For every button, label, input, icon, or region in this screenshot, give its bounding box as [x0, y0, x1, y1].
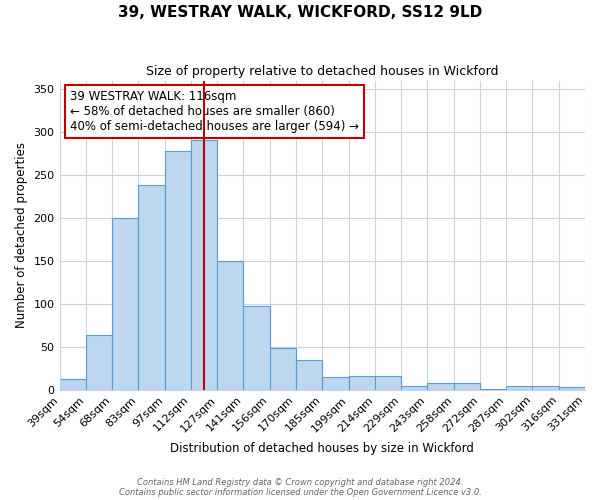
Bar	[191, 140, 217, 390]
Bar	[59, 378, 86, 390]
Bar	[532, 386, 559, 390]
Bar	[270, 348, 296, 390]
X-axis label: Distribution of detached houses by size in Wickford: Distribution of detached houses by size …	[170, 442, 474, 455]
Bar	[86, 335, 112, 390]
Bar	[244, 306, 270, 390]
Text: 39, WESTRAY WALK, WICKFORD, SS12 9LD: 39, WESTRAY WALK, WICKFORD, SS12 9LD	[118, 5, 482, 20]
Bar	[217, 261, 244, 390]
Bar	[349, 376, 375, 390]
Y-axis label: Number of detached properties: Number of detached properties	[15, 142, 28, 328]
Bar	[506, 386, 532, 390]
Bar	[139, 184, 164, 390]
Bar	[375, 376, 401, 390]
Bar	[401, 386, 427, 390]
Bar	[112, 218, 139, 390]
Text: 39 WESTRAY WALK: 116sqm
← 58% of detached houses are smaller (860)
40% of semi-d: 39 WESTRAY WALK: 116sqm ← 58% of detache…	[70, 90, 359, 133]
Title: Size of property relative to detached houses in Wickford: Size of property relative to detached ho…	[146, 65, 499, 78]
Bar	[480, 389, 506, 390]
Bar	[296, 360, 322, 390]
Bar	[322, 377, 349, 390]
Text: Contains HM Land Registry data © Crown copyright and database right 2024.
Contai: Contains HM Land Registry data © Crown c…	[119, 478, 481, 497]
Bar	[164, 151, 191, 390]
Bar	[559, 387, 585, 390]
Bar	[427, 383, 454, 390]
Bar	[454, 383, 480, 390]
